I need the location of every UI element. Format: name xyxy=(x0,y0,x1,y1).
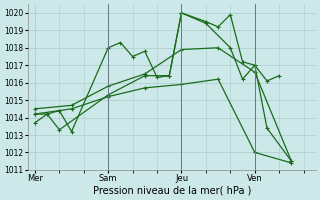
X-axis label: Pression niveau de la mer( hPa ): Pression niveau de la mer( hPa ) xyxy=(92,186,251,196)
